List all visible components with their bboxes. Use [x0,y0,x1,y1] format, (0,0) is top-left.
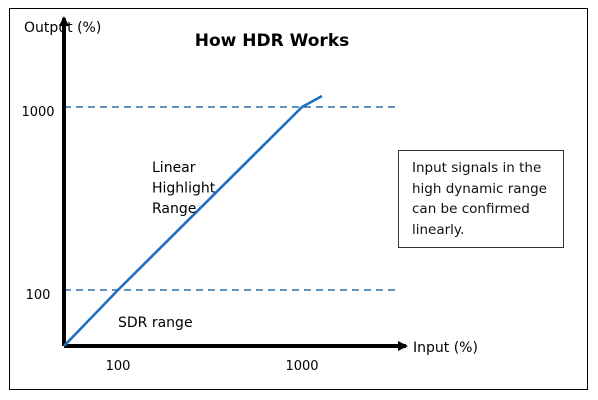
axes [59,16,408,351]
annotation-line: Highlight [152,181,216,197]
y-tick-label: 1000 [21,105,54,120]
x-tick-label: 100 [106,359,131,374]
annotation-line: Range [152,201,196,217]
annotation-line: Linear [152,160,196,176]
annotation-line: SDR range [118,315,193,331]
reference-lines [64,106,396,291]
chart-title: How HDR Works [195,31,350,51]
chart-frame [9,8,588,390]
series-line [63,94,323,347]
note-box: Input signals in the high dynamic range … [398,150,564,248]
y-tick-label: 100 [26,288,51,303]
tick-labels: 100 1000 100 1000 [21,105,318,374]
x-axis-label: Input (%) [413,340,478,356]
annotation-sdr-range: SDR range [118,315,193,331]
series-group [63,94,323,347]
x-tick-label: 1000 [285,359,318,374]
annotation-linear-highlight-range: Linear Highlight Range [152,160,216,217]
